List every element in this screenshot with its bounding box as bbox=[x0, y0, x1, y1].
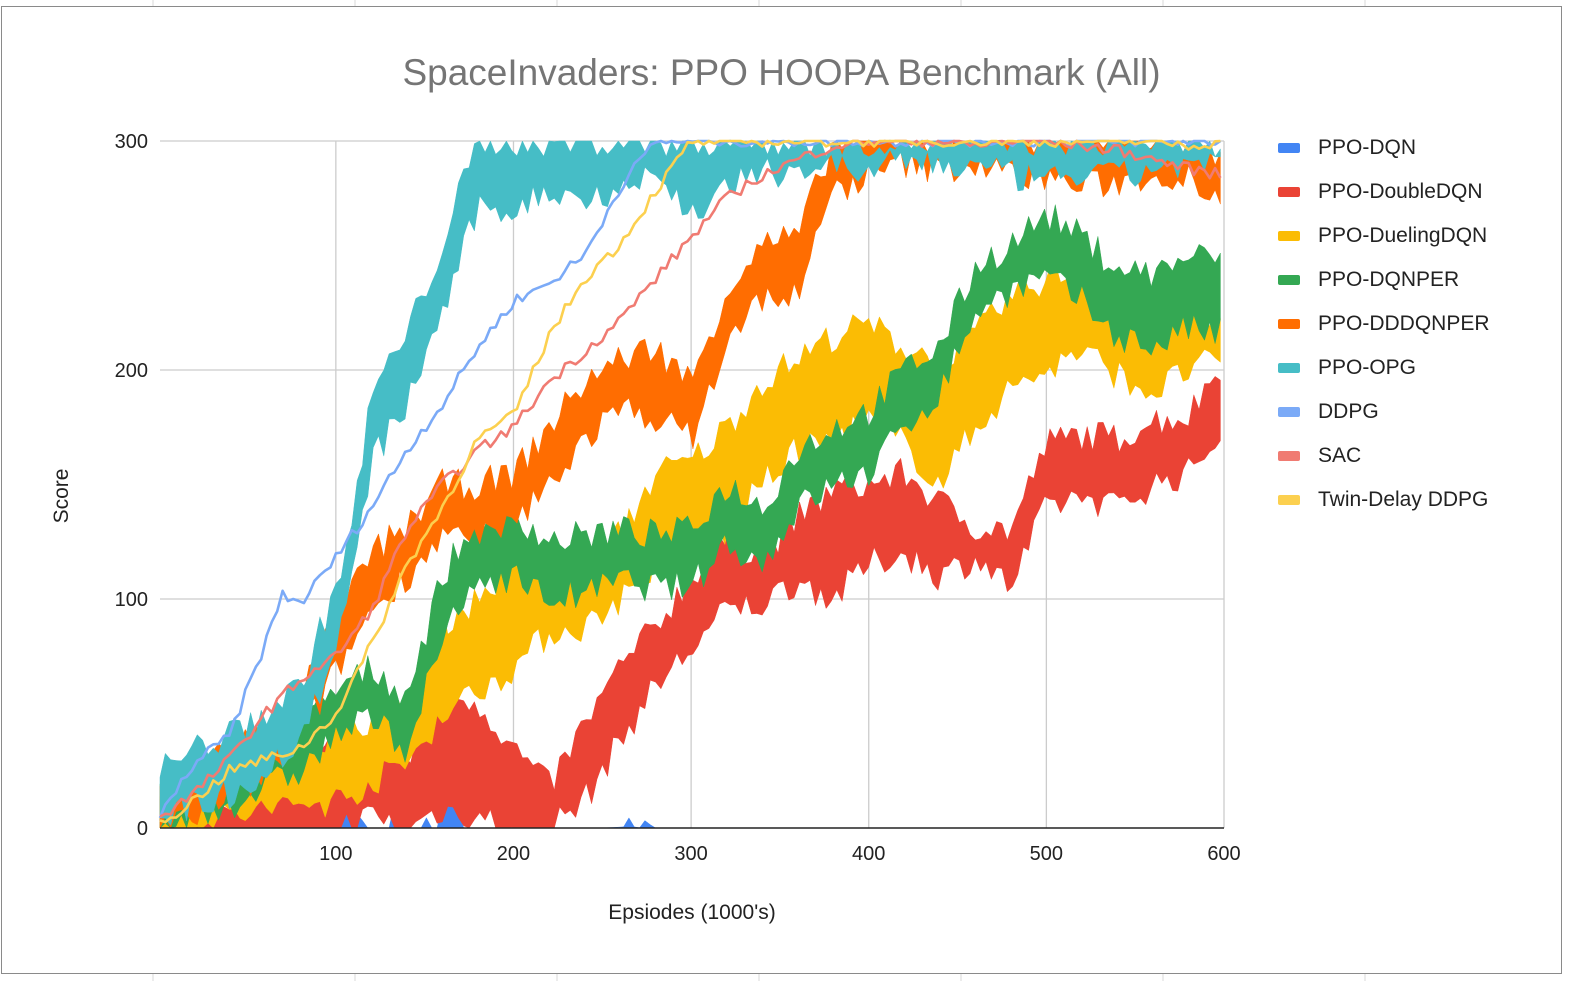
legend-label: PPO-DoubleDQN bbox=[1318, 180, 1483, 203]
x-tick-label: 100 bbox=[319, 843, 352, 865]
legend-item[interactable]: PPO-DQN bbox=[1278, 126, 1490, 170]
x-tick-label: 200 bbox=[497, 843, 530, 865]
legend-swatch bbox=[1278, 495, 1300, 505]
y-tick-label: 200 bbox=[115, 360, 148, 382]
legend-swatch bbox=[1278, 407, 1300, 417]
y-tick-label: 0 bbox=[137, 818, 148, 840]
legend-label: SAC bbox=[1318, 444, 1362, 467]
legend-label: PPO-DDDQNPER bbox=[1318, 312, 1490, 335]
legend-item[interactable]: PPO-DoubleDQN bbox=[1278, 170, 1490, 214]
legend-item[interactable]: SAC bbox=[1278, 434, 1490, 478]
legend-label: PPO-DQNPER bbox=[1318, 268, 1460, 291]
x-tick-label: 300 bbox=[674, 843, 707, 865]
legend-item[interactable]: PPO-OPG bbox=[1278, 346, 1490, 390]
legend-swatch bbox=[1278, 451, 1300, 461]
legend-label: DDPG bbox=[1318, 400, 1379, 423]
legend-item[interactable]: PPO-DDDQNPER bbox=[1278, 302, 1490, 346]
x-tick-label: 500 bbox=[1030, 843, 1063, 865]
x-tick-label: 600 bbox=[1207, 843, 1240, 865]
y-tick-label: 300 bbox=[115, 131, 148, 153]
legend-swatch bbox=[1278, 319, 1300, 329]
legend: PPO-DQN PPO-DoubleDQN PPO-DuelingDQN PPO-DQ… bbox=[1278, 126, 1490, 522]
x-tick-label: 400 bbox=[852, 843, 885, 865]
legend-label: PPO-DuelingDQN bbox=[1318, 224, 1488, 247]
legend-swatch bbox=[1278, 363, 1300, 373]
series-layer bbox=[158, 139, 1222, 829]
s-ppo-opg-band bbox=[159, 140, 1221, 826]
legend-item[interactable]: PPO-DQNPER bbox=[1278, 258, 1490, 302]
s-twin-delay-ddpg-line bbox=[159, 139, 1221, 824]
chart-title: SpaceInvaders: PPO HOOPA Benchmark (All) bbox=[402, 52, 1161, 93]
legend-label: Twin-Delay DDPG bbox=[1318, 488, 1489, 511]
legend-item[interactable]: PPO-DuelingDQN bbox=[1278, 214, 1490, 258]
y-tick-label: 100 bbox=[115, 589, 148, 611]
legend-item[interactable]: DDPG bbox=[1278, 390, 1490, 434]
legend-swatch bbox=[1278, 275, 1300, 285]
legend-swatch bbox=[1278, 187, 1300, 197]
x-axis-label: Epsiodes (1000's) bbox=[608, 901, 775, 924]
legend-label: PPO-DQN bbox=[1318, 136, 1417, 159]
y-axis-label: Score bbox=[50, 469, 73, 524]
legend-swatch bbox=[1278, 143, 1300, 153]
legend-label: PPO-OPG bbox=[1318, 356, 1417, 379]
axes: 0 100 200 300 100 200 300 400 500 600 bbox=[115, 131, 1241, 865]
legend-item[interactable]: Twin-Delay DDPG bbox=[1278, 478, 1490, 522]
legend-swatch bbox=[1278, 231, 1300, 241]
